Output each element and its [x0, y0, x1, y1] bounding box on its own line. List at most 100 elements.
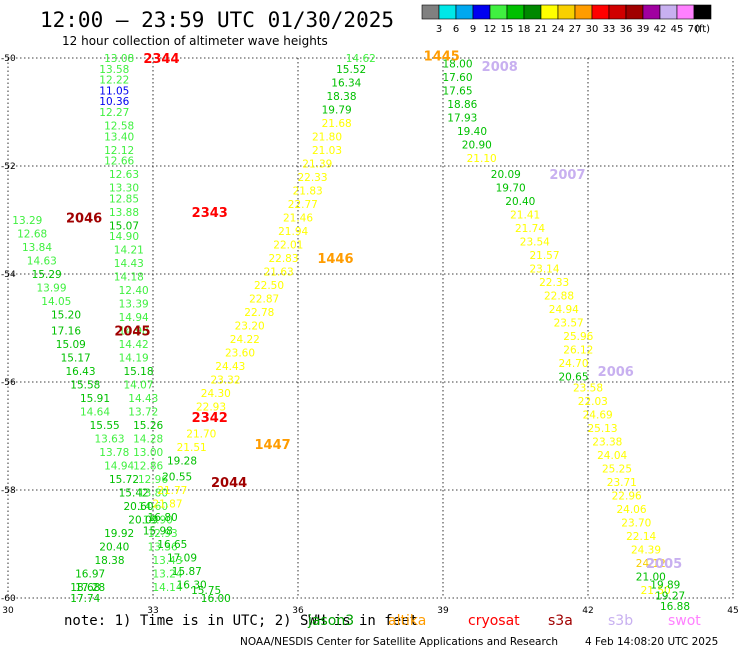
wave-height-value: 13.80	[138, 488, 168, 500]
colorbar-swatch	[676, 4, 695, 20]
wave-height-value: 21.41	[510, 210, 540, 222]
wave-height-value: 24.70	[558, 358, 588, 370]
colorbar-swatch	[642, 4, 661, 20]
wave-height-value: 16.34	[331, 77, 361, 89]
wave-height-value: 19.89	[650, 580, 680, 592]
colorbar-label: 33	[603, 24, 616, 35]
wave-height-value: 19.40	[457, 126, 487, 138]
axis-ticks: 30 33 36 39 42 45 -50 -52 -54 -56 -58 -60	[1, 54, 739, 616]
pass-time-label: 2006	[598, 365, 634, 380]
wave-height-value: 25.25	[602, 463, 632, 475]
wave-height-value: 23.60	[225, 347, 255, 359]
wave-height-value: 15.17	[61, 353, 91, 365]
wave-height-value: 13.63	[94, 434, 124, 446]
colorbar-label: 24	[552, 24, 565, 35]
wave-height-value: 15.29	[32, 269, 62, 281]
x-tick-label: 33	[147, 606, 158, 616]
wave-height-value: 24.69	[583, 409, 613, 421]
wave-height-value: 17.74	[70, 593, 100, 605]
colorbar-swatch	[591, 4, 610, 20]
colorbar-label: 30	[586, 24, 599, 35]
wave-height-value: 22.88	[544, 291, 574, 303]
colorbar-label: 15	[501, 24, 514, 35]
wave-height-value: 15.91	[80, 393, 110, 405]
wave-height-value: 21.77	[157, 485, 187, 497]
wave-height-value: 13.08	[104, 53, 134, 65]
wave-height-value: 14.43	[128, 393, 158, 405]
wave-height-value: 14.07	[123, 380, 153, 392]
wave-height-value: 21.87	[152, 499, 182, 511]
footer-note: note: 1) Time is in UTC; 2) SWH is in fe…	[64, 613, 418, 629]
wave-height-value: 18.38	[94, 555, 124, 567]
wave-height-value: 13.58	[99, 64, 129, 76]
wave-height-value: 14.21	[114, 245, 144, 257]
mission-legend-item: s3a	[548, 613, 573, 629]
wave-height-value: 24.94	[549, 304, 579, 316]
wave-height-value: 16.65	[157, 539, 187, 551]
pass-time-label: 2344	[143, 52, 179, 67]
plot-grid	[8, 58, 733, 598]
colorbar-label: 18	[518, 24, 531, 35]
wave-height-value: 15.72	[109, 474, 139, 486]
plot-border	[7, 57, 734, 599]
colorbar-swatch	[506, 4, 525, 20]
wave-height-value: 24.43	[215, 361, 245, 373]
wave-height-value: 12.96	[138, 474, 168, 486]
pass-time-label: 2044	[211, 476, 247, 491]
wave-height-value: 14.60	[138, 501, 168, 513]
pass-time-label: 2007	[549, 168, 585, 183]
wave-height-value: 16.00	[201, 593, 231, 605]
wave-height-value: 25.13	[587, 423, 617, 435]
wave-height-value: 13.99	[36, 283, 66, 295]
wave-height-value: 22.03	[578, 396, 608, 408]
x-tick-label: 42	[582, 606, 593, 616]
wave-height-value: 17.09	[167, 553, 197, 565]
colorbar-swatch	[523, 4, 542, 20]
wave-height-value: 12.22	[99, 75, 129, 87]
wave-height-value: 16.80	[148, 512, 178, 524]
colorbar-swatch	[659, 4, 678, 20]
wave-height-value: 23.20	[235, 320, 265, 332]
wave-height-value: 12.27	[99, 107, 129, 119]
wave-height-value: 13.84	[22, 242, 52, 254]
colorbar-label: 6	[453, 24, 459, 35]
wave-height-value: 12.86	[133, 461, 163, 473]
pass-time-label: 1446	[317, 252, 353, 267]
colorbar-swatch	[421, 4, 440, 20]
x-tick-label: 36	[292, 606, 304, 616]
wave-height-value: 16.97	[75, 569, 105, 581]
wave-height-value: 14.63	[27, 256, 57, 268]
chart-title: 12:00 – 23:59 UTC 01/30/2025	[40, 8, 394, 32]
wave-height-value: 12.66	[104, 156, 134, 168]
wave-height-value: 13.24	[152, 569, 182, 581]
wave-height-value: 23.14	[529, 264, 559, 276]
pass-time-label: 2045	[114, 325, 150, 340]
wave-height-value: 13.78	[99, 447, 129, 459]
wave-height-value: 21.03	[312, 145, 342, 157]
wave-height-value: 16.30	[177, 580, 207, 592]
wave-height-value: 15.55	[90, 420, 120, 432]
y-tick-label: -56	[1, 378, 16, 388]
wave-height-value: 13.36	[148, 542, 178, 554]
pass-time-label: 1447	[255, 438, 291, 453]
wave-height-value: 13.39	[119, 299, 149, 311]
wave-height-value: 12.93	[148, 528, 178, 540]
wave-height-value: 20.09	[491, 169, 521, 181]
wave-height-value: 20.40	[505, 196, 535, 208]
wave-height-value: 21.51	[177, 442, 207, 454]
wave-height-value: 26.12	[563, 345, 593, 357]
y-tick-label: -60	[1, 594, 16, 604]
wave-height-value: 14.94	[104, 461, 134, 473]
wave-height-value: 14.64	[80, 407, 110, 419]
mission-legend-item: s3b	[608, 613, 633, 629]
wave-height-value: 21.39	[302, 158, 332, 170]
wave-height-value: 22.50	[254, 280, 284, 292]
wave-height-value: 21.63	[264, 266, 294, 278]
wave-height-value: 21.50	[641, 585, 671, 597]
colorbar-swatch	[557, 4, 576, 20]
pass-time-label: 2008	[482, 60, 518, 75]
wave-height-value: 15.75	[191, 585, 221, 597]
wave-height-value: 22.78	[244, 307, 274, 319]
wave-height-value: 14.62	[346, 53, 376, 65]
y-tick-label: -50	[1, 54, 16, 64]
